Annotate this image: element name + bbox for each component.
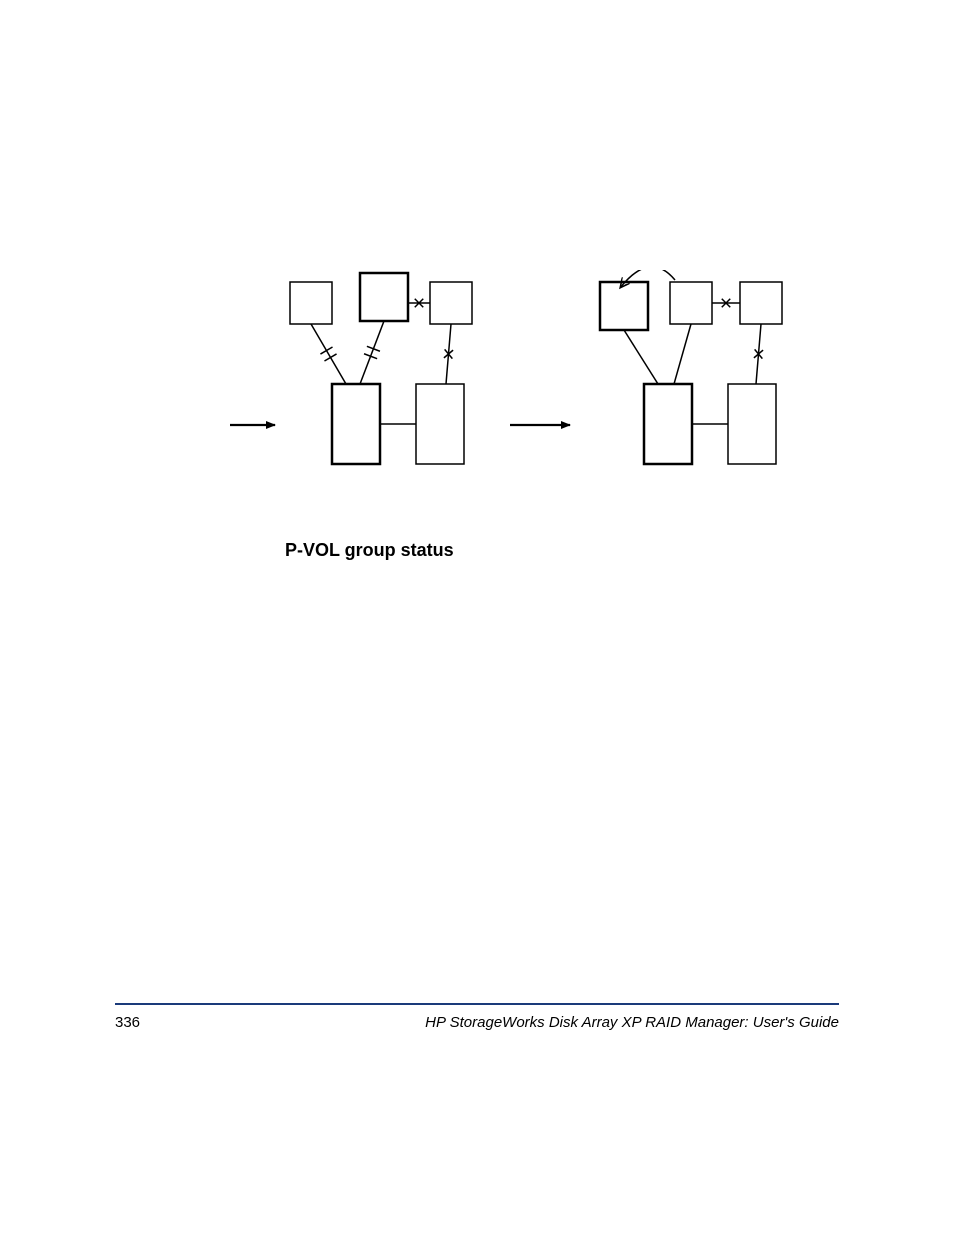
page-number: 336 <box>115 1014 140 1031</box>
footer-doc-title: HP StorageWorks Disk Array XP RAID Manag… <box>425 1014 839 1031</box>
page: P-VOL group status 336 HP StorageWorks D… <box>0 0 954 1235</box>
diagram-svg <box>230 270 810 495</box>
diagram <box>230 270 810 495</box>
footer-divider <box>115 1003 839 1005</box>
section-heading: P-VOL group status <box>285 540 454 561</box>
